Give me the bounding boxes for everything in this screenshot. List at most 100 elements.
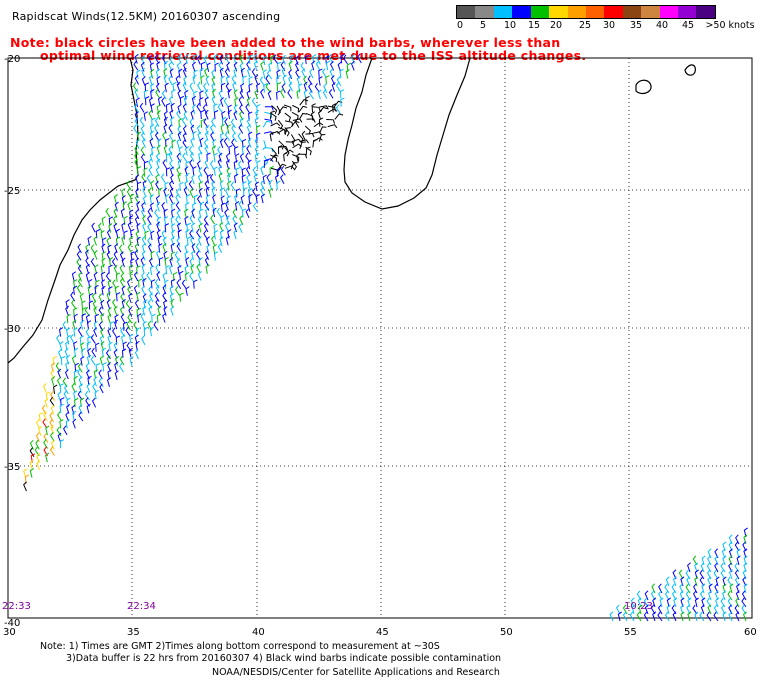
wind-barb <box>239 153 244 163</box>
wind-barb <box>113 207 118 218</box>
wind-barb <box>165 153 171 163</box>
wind-barb <box>73 307 78 317</box>
wind-barb <box>66 404 71 414</box>
wind-barb <box>87 285 92 295</box>
wind-barb <box>175 75 180 86</box>
wind-barb <box>42 382 47 393</box>
wind-barb <box>680 597 685 608</box>
wind-barb <box>185 286 190 296</box>
wind-barb <box>150 180 155 190</box>
note-line-1: Note: black circles have been added to t… <box>10 35 561 50</box>
wind-barb <box>631 604 636 615</box>
wind-barb <box>134 158 139 169</box>
wind-barb <box>41 404 47 415</box>
wind-barb <box>687 611 692 622</box>
wind-barb <box>266 69 273 80</box>
wind-barb <box>247 67 251 78</box>
wind-barb <box>45 452 50 463</box>
wind-barb <box>312 54 317 64</box>
wind-barb <box>699 576 705 587</box>
wind-barb <box>226 124 231 134</box>
wind-barb <box>336 76 342 87</box>
wind-barb <box>686 604 691 615</box>
wind-barb <box>218 89 223 100</box>
wind-barb <box>23 468 28 479</box>
wind-barb <box>198 181 203 191</box>
wind-barb <box>84 390 90 401</box>
wind-barb <box>232 81 237 92</box>
wind-barb <box>134 334 139 345</box>
wind-barb <box>212 88 217 99</box>
wind-barb <box>173 271 178 282</box>
wind-barb <box>168 193 174 204</box>
wind-barb <box>245 208 250 219</box>
wind-barb <box>292 104 300 113</box>
wind-speed-color-legend <box>456 5 716 19</box>
wind-barb <box>59 403 64 414</box>
wind-barb <box>155 263 160 274</box>
wind-barb <box>299 141 307 150</box>
wind-barb <box>203 55 208 66</box>
wind-barb <box>77 326 83 337</box>
wind-barb <box>202 104 208 114</box>
wind-barb <box>176 222 182 233</box>
wind-barb <box>184 265 189 275</box>
wind-barb <box>94 313 99 324</box>
wind-barb <box>165 167 171 177</box>
wind-barb <box>107 334 112 345</box>
lat-label-20: -20 <box>4 54 20 65</box>
wind-barb <box>734 604 740 615</box>
wind-barb <box>204 144 210 155</box>
wind-barb <box>239 89 245 99</box>
wind-barb <box>325 60 331 71</box>
lat-label-30: -30 <box>4 324 20 335</box>
wind-barb <box>213 230 219 240</box>
wind-barb <box>98 306 104 317</box>
wind-barb <box>312 131 323 136</box>
wind-barb <box>98 321 104 332</box>
wind-barb <box>246 96 251 107</box>
wind-barb <box>340 97 345 107</box>
legend-swatch <box>530 6 550 18</box>
wind-barb <box>735 611 740 622</box>
wind-barb <box>213 251 219 261</box>
wind-barb <box>80 342 85 352</box>
wind-barb <box>36 453 41 463</box>
wind-barb <box>133 321 139 332</box>
wind-barb <box>722 583 727 594</box>
wind-barb <box>157 235 162 246</box>
wind-barb <box>80 356 85 366</box>
wind-barb <box>617 611 622 622</box>
lon-label-30: 30 <box>3 627 16 638</box>
legend-tick-label: 25 <box>578 20 592 31</box>
wind-barb <box>221 110 226 121</box>
wind-barb <box>238 96 243 107</box>
wind-barb <box>66 397 71 408</box>
wind-barb <box>269 131 274 142</box>
wind-barb <box>150 89 155 99</box>
wind-barb <box>136 166 142 176</box>
wind-barb <box>246 89 251 100</box>
wind-barb <box>269 112 277 121</box>
wind-barb <box>120 272 125 283</box>
wind-barb <box>120 327 126 337</box>
wind-barb <box>190 264 195 274</box>
wind-barb <box>141 263 146 274</box>
wind-barb <box>287 89 293 99</box>
wind-barb <box>137 131 142 142</box>
wind-barb <box>638 604 643 615</box>
wind-barb <box>119 306 124 317</box>
wind-barb <box>165 193 170 204</box>
wind-barb <box>722 576 727 587</box>
wind-barb <box>224 68 230 78</box>
wind-barb <box>170 102 175 113</box>
wind-barb <box>134 88 139 99</box>
wind-barb <box>109 321 115 331</box>
wind-barb <box>138 278 143 288</box>
wind-barb <box>307 75 313 85</box>
wind-barb <box>317 110 322 120</box>
wind-barb <box>57 391 62 402</box>
wind-barb <box>150 103 155 113</box>
wind-barb <box>149 130 154 141</box>
wind-barb <box>741 604 747 615</box>
